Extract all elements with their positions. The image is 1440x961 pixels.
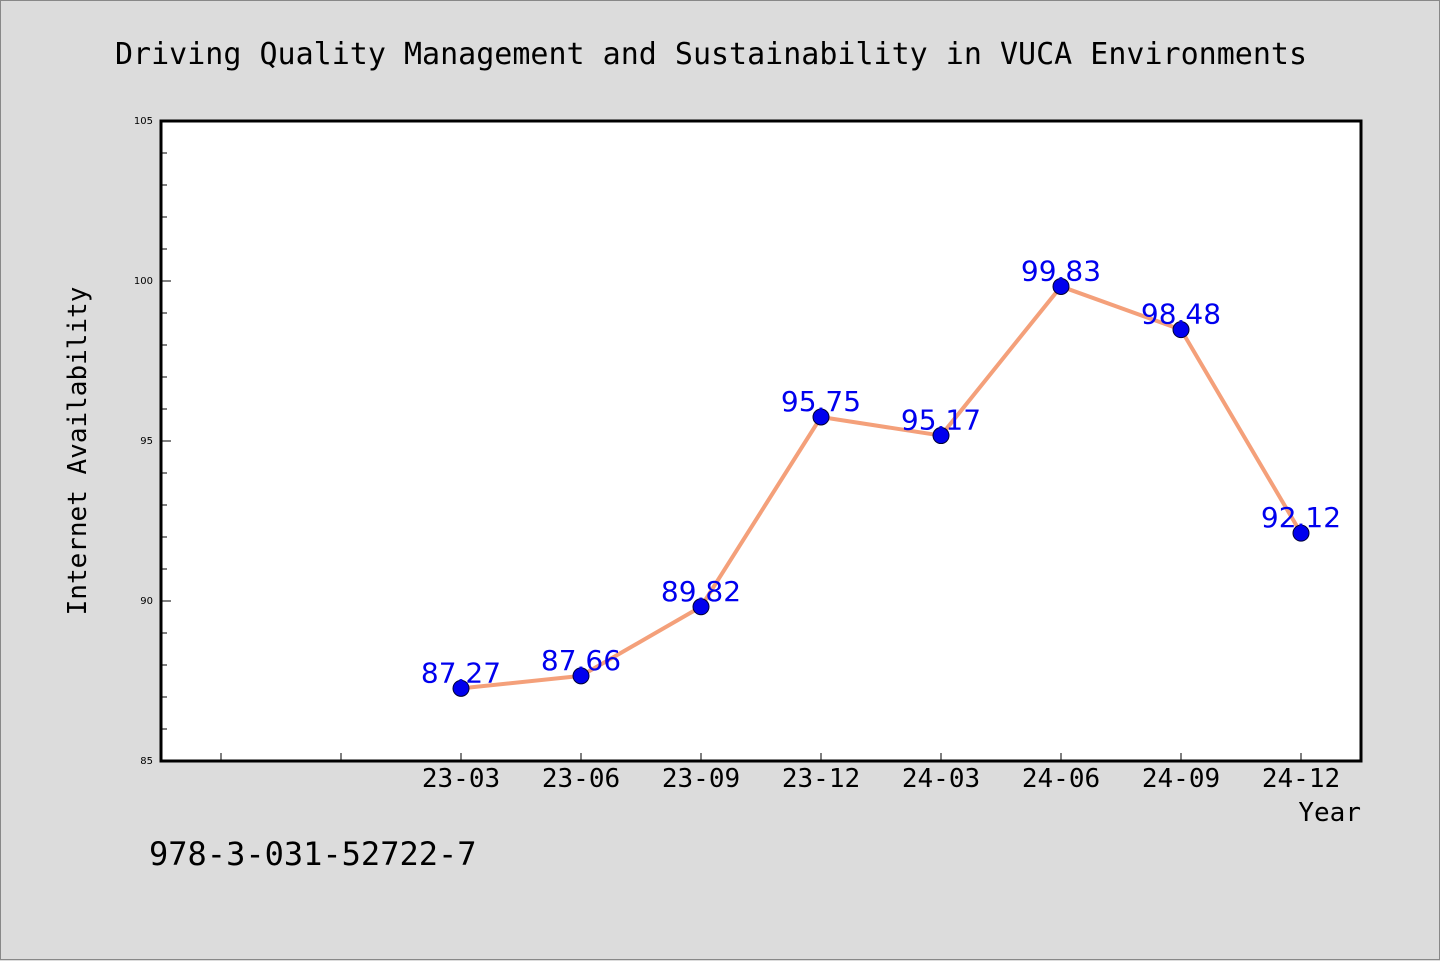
data-point-marker (1172, 321, 1190, 339)
y-tick-label: 100 (134, 276, 153, 287)
data-label: 87.66 (541, 644, 621, 677)
data-label: 92.12 (1261, 501, 1341, 534)
series-line (460, 284, 1303, 691)
data-labels-group: 87.27 87.66 89.82 95.75 95.17 99.83 98.48 92.12 (421, 254, 1341, 689)
data-label: 95.17 (901, 404, 981, 437)
y-tick-label: 95 (140, 436, 153, 447)
x-tick-label: 23-03 (422, 764, 500, 794)
x-tick-label: 24-03 (902, 764, 980, 794)
chart-title: Driving Quality Management and Sustainab… (115, 37, 1307, 72)
x-tick-label: 24-12 (1262, 764, 1340, 794)
data-label: 95.75 (781, 385, 861, 418)
y-tick-label: 90 (140, 596, 153, 607)
x-axis: 23-03 23-06 23-09 23-12 24-03 24-06 24-09 24-12 (220, 753, 1340, 794)
footer-isbn: 978-3-031-52722-7 (149, 835, 477, 873)
x-tick-label: 24-09 (1142, 764, 1220, 794)
data-point-marker (812, 408, 830, 426)
y-axis-label: Internet Availability (63, 287, 93, 616)
x-tick-label: 24-06 (1022, 764, 1100, 794)
y-tick-label: 105 (134, 116, 153, 127)
data-point-marker (1052, 277, 1070, 295)
series-group (452, 277, 1310, 697)
data-label: 99.83 (1021, 254, 1101, 287)
x-tick-label: 23-06 (542, 764, 620, 794)
plot-area (159, 119, 1363, 763)
y-tick-label: 85 (140, 756, 153, 767)
data-point-marker (932, 427, 950, 445)
data-point-marker (1292, 524, 1310, 542)
data-label: 98.48 (1141, 298, 1221, 331)
data-label: 87.27 (421, 656, 501, 689)
x-tick-label: 23-09 (662, 764, 740, 794)
data-point-marker (572, 667, 590, 685)
x-axis-label: Year (1298, 798, 1361, 828)
x-tick-label: 23-12 (782, 764, 860, 794)
data-label: 89.82 (661, 575, 741, 608)
y-axis: 85 90 95 100 105 (134, 116, 171, 767)
data-point-marker (692, 598, 710, 616)
data-point-marker (452, 679, 470, 697)
